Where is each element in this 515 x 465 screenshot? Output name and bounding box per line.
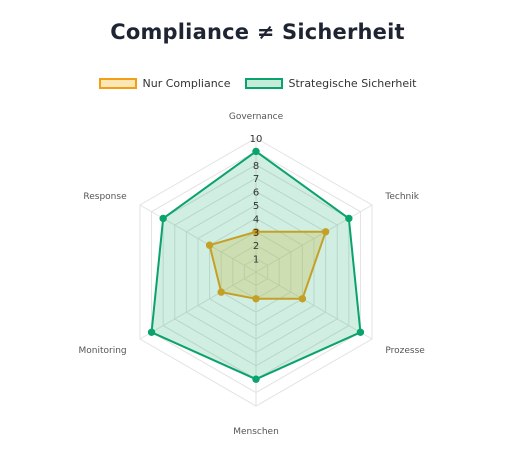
data-point-strategische-sicherheit-menschen [252,375,260,383]
data-point-strategische-sicherheit-governance [252,147,260,156]
tick-label-8: 8 [253,161,259,172]
axis-label-technik: Technik [384,192,419,202]
legend-label-strategische-sicherheit: Strategische Sicherheit [288,77,417,90]
legend-item-strategische-sicherheit[interactable]: Strategische Sicherheit [244,77,417,90]
series-nur-compliance [205,228,330,303]
axis-label-governance: Governance [229,112,284,122]
chart-title: Compliance ≠ Sicherheit [110,20,405,44]
r-ticks: 1 2 3 4 5 6 7 8 10 [250,134,263,266]
tick-label-5: 5 [253,201,259,212]
axis-labels: Governance Technik Prozesse Menschen Monitor… [78,112,425,437]
data-point-nur-compliance-prozesse [298,295,307,303]
axis-label-monitoring: Monitoring [78,346,126,356]
tick-label-6: 6 [253,188,259,199]
data-point-strategische-sicherheit-prozesse [356,328,365,336]
data-point-nur-compliance-governance [252,228,260,236]
tick-label-2: 2 [253,241,259,252]
tick-label-7: 7 [253,174,259,185]
tick-label-4: 4 [253,214,259,225]
grid-spoke-response [139,204,257,273]
axis-label-menschen: Menschen [233,427,279,437]
data-point-strategische-sicherheit-technik [345,214,353,223]
data-point-nur-compliance-monitoring [217,288,225,296]
tick-label-3: 3 [253,228,259,239]
axis-label-response: Response [83,192,127,202]
legend-item-nur-compliance[interactable]: Nur Compliance [98,77,231,90]
data-point-strategische-sicherheit-monitoring [147,328,156,336]
data-point-nur-compliance-response [205,241,214,249]
series-strategische-sicherheit [147,147,365,383]
data-point-strategische-sicherheit-response [159,214,167,223]
grid-spoke-monitoring [139,271,257,340]
data-point-nur-compliance-menschen [252,295,260,303]
tick-label-1: 1 [253,255,259,266]
legend: Nur Compliance Strategische Sicherheit [0,77,515,90]
tick-label-10: 10 [250,134,263,145]
grid-spoke-technik [255,204,373,273]
data-point-nur-compliance-technik [321,228,330,236]
legend-swatch-strategische-sicherheit [244,78,283,89]
axis-label-prozesse: Prozesse [385,346,425,356]
grid-spoke-prozesse [255,271,373,340]
legend-swatch-nur-compliance [98,78,137,89]
legend-label-nur-compliance: Nur Compliance [142,77,231,90]
